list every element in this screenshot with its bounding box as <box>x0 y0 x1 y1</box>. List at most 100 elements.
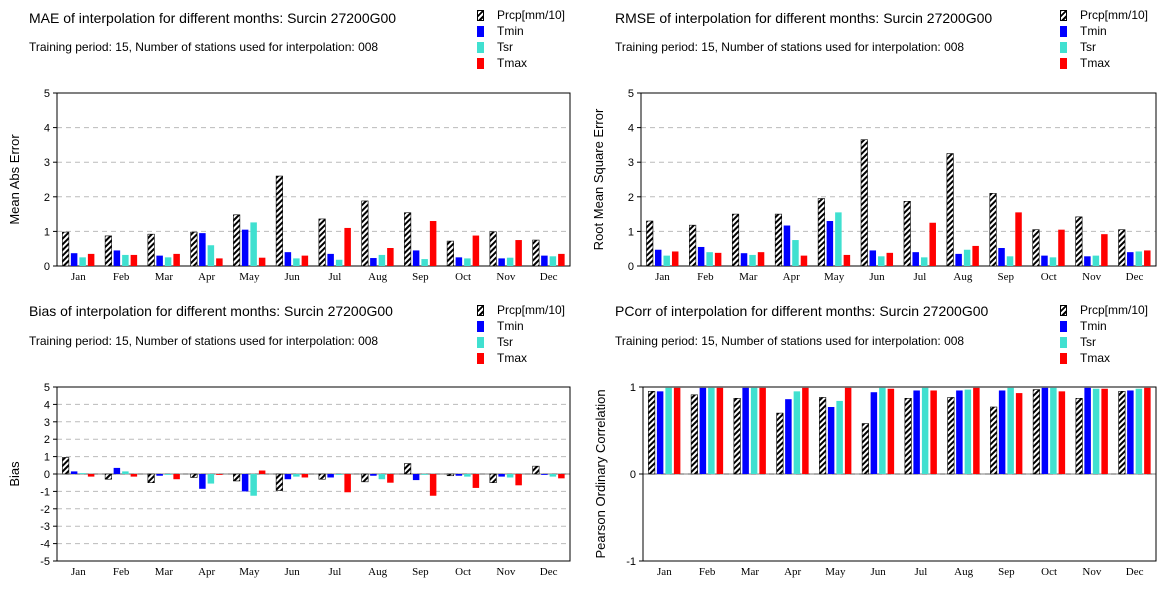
bar-nov-tmax <box>1101 388 1108 474</box>
bar-oct-tmin <box>1041 255 1048 266</box>
x-tick-label: Aug <box>953 271 972 283</box>
bar-feb-prcpmm <box>104 235 112 267</box>
chart-legend: Prcp[mm/10] Tmin Tsr Tmax <box>477 302 565 366</box>
legend-label: Tsr <box>497 40 513 54</box>
chart-title: MAE of interpolation for different month… <box>29 10 397 26</box>
bar-dec-tmax <box>558 474 565 479</box>
bar-aug-prcpmm <box>361 473 369 483</box>
chart-legend: Prcp[mm/10] Tmin Tsr Tmax <box>477 7 565 71</box>
legend-item-tmin: Tmin <box>477 23 565 39</box>
legend-item-tmin: Tmin <box>477 318 565 334</box>
chart-title: PCorr of interpolation for different mon… <box>615 303 989 319</box>
bar-jun-prcpmm <box>861 423 869 475</box>
bar-jan-prcpmm <box>648 391 656 475</box>
y-axis-label: Bias <box>7 461 22 487</box>
bar-sep-tsr <box>1007 387 1014 474</box>
bar-apr-prcpmm <box>190 473 198 478</box>
tsr-swatch <box>1060 41 1067 53</box>
x-tick-label: Feb <box>113 271 130 283</box>
bar-jul-tmax <box>344 474 351 493</box>
bar-apr-tmax <box>800 255 808 266</box>
bar-apr-tmin <box>199 474 206 489</box>
x-tick-label: Oct <box>1041 271 1057 283</box>
bar-sep-tsr <box>421 474 428 475</box>
x-tick-label: Jun <box>869 271 885 283</box>
bar-apr-tsr <box>792 240 799 266</box>
bar-oct-prcpmm <box>1032 389 1040 475</box>
chart-plot: -5 -4 -3 -2 -1 0 1 2 3 4 5 Jan Feb Mar Apr May Jun Jul Aug… <box>7 382 571 578</box>
chart-panel-pcorr: PCorr of interpolation for different mon… <box>584 295 1167 589</box>
bar-feb-prcpmm <box>104 473 112 480</box>
bar-aug-tmax <box>972 245 979 266</box>
bar-mar-tmax <box>757 252 765 266</box>
bar-sep-tmin <box>412 250 420 266</box>
bar-jan-tmax <box>87 253 95 266</box>
bar-may-tmin <box>241 474 249 492</box>
bar-jul-prcpmm <box>904 398 912 475</box>
legend-label: Prcp[mm/10] <box>497 8 566 22</box>
bar-jul-tsr <box>921 387 929 474</box>
legend-item-tsr: Tsr <box>1060 39 1148 55</box>
bar-jul-tsr <box>335 474 343 475</box>
bar-aug-prcpmm <box>946 153 954 267</box>
bar-jan-tmin <box>656 391 664 474</box>
x-tick-label: Sep <box>412 271 429 283</box>
x-tick-label: Sep <box>998 271 1015 283</box>
bar-dec-prcpmm <box>532 465 540 475</box>
y-tick-label: -1 <box>40 486 50 498</box>
bar-feb-prcpmm <box>689 224 697 267</box>
bar-jan-tmax <box>673 387 681 474</box>
bar-jul-prcpmm <box>318 473 326 480</box>
bar-may-tsr <box>250 474 257 496</box>
y-tick-label: 0 <box>630 469 636 481</box>
y-axis-label: Pearson Ordinary Correlation <box>593 389 608 558</box>
bar-apr-tmax <box>216 258 223 266</box>
bar-jan-tsr <box>79 473 86 474</box>
bar-dec-prcpmm <box>1118 391 1126 475</box>
bar-feb-tmax <box>716 387 724 474</box>
legend-label: Prcp[mm/10] <box>497 303 566 317</box>
bar-jul-tmin <box>912 252 919 266</box>
chart-plot: -1 0 1 Jan Feb Mar Apr May Jun Jul Aug Sep Oct Nov Dec… <box>593 382 1157 578</box>
bar-oct-tsr <box>1049 257 1057 266</box>
x-tick-label: Sep <box>998 566 1015 578</box>
y-tick-label: 4 <box>44 399 50 411</box>
bar-feb-prcpmm <box>690 394 698 475</box>
x-tick-label: May <box>239 271 260 283</box>
chart-panel-bias: Bias of interpolation for different mont… <box>0 295 583 589</box>
y-tick-label: -1 <box>626 556 636 568</box>
bar-jan-prcpmm <box>62 231 70 267</box>
bar-jan-tsr <box>79 257 86 266</box>
bar-apr-tmax <box>216 474 223 475</box>
y-tick-label: -5 <box>40 556 50 568</box>
bar-apr-tmin <box>199 233 206 266</box>
bar-feb-tsr <box>706 252 713 266</box>
bar-mar-prcpmm <box>147 233 155 267</box>
bar-jan-prcpmm <box>646 220 654 267</box>
x-tick-label: Apr <box>198 271 215 283</box>
y-axis-label: Root Mean Square Error <box>591 108 606 250</box>
bar-aug-tmin <box>955 253 962 266</box>
bar-dec-prcpmm <box>1118 229 1126 267</box>
legend-label: Prcp[mm/10] <box>1080 303 1149 317</box>
y-tick-label: -4 <box>40 539 50 551</box>
bar-nov-tmin <box>1084 256 1091 266</box>
bar-nov-tmin <box>1084 387 1091 474</box>
legend-label: Tmax <box>497 351 527 365</box>
bar-sep-tsr <box>1006 256 1014 266</box>
x-tick-label: Mar <box>155 566 174 578</box>
tmin-swatch <box>477 25 484 37</box>
bar-jan-tsr <box>665 387 672 474</box>
bar-dec-tmin <box>541 255 548 266</box>
bar-feb-tsr <box>708 387 715 474</box>
bar-sep-tmax <box>1015 393 1023 474</box>
bar-sep-tmin <box>998 390 1006 474</box>
bar-mar-tsr <box>749 254 756 266</box>
bar-oct-tmin <box>455 474 463 476</box>
bar-dec-tmin <box>541 474 548 475</box>
bar-jun-tsr <box>879 387 886 474</box>
x-tick-label: Dec <box>1126 566 1144 578</box>
y-tick-label: 4 <box>44 123 50 135</box>
bar-jan-prcpmm <box>62 457 70 475</box>
bar-aug-tsr <box>378 474 386 480</box>
